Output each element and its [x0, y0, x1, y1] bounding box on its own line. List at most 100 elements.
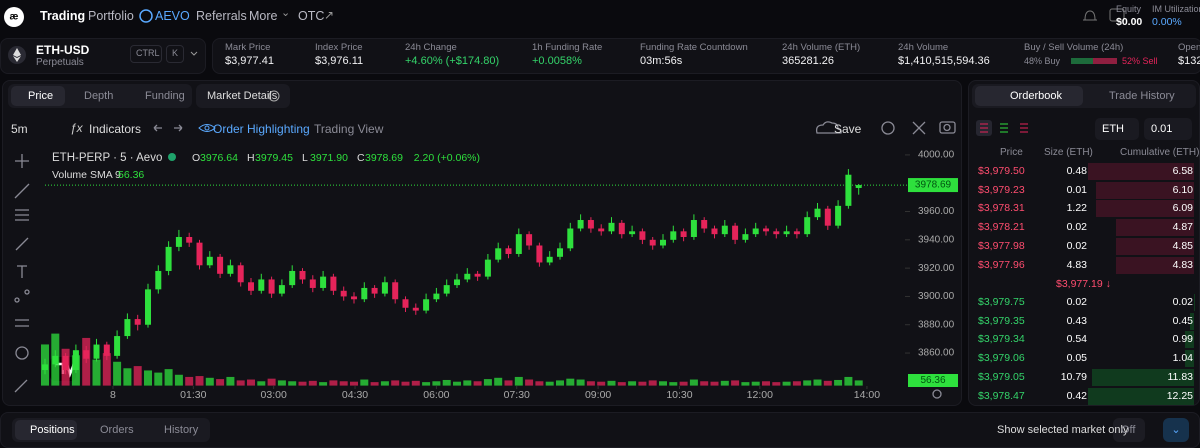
order-highlighting[interactable]: Order Highlighting — [213, 122, 310, 136]
external-icon: ↗ — [324, 8, 334, 22]
ob-price[interactable]: $3,978.31 — [978, 202, 1025, 214]
ob-tab[interactable]: Trade History — [1109, 90, 1175, 102]
ob-price[interactable]: $3,979.50 — [978, 165, 1025, 177]
stat-label: 24h Volume (ETH) — [782, 42, 860, 53]
stat-label: 1h Funding Rate — [532, 42, 602, 53]
stat-label: Open — [1178, 42, 1200, 53]
stat-value: $3,977.41 — [225, 55, 274, 67]
kbd: CTRL — [136, 48, 160, 58]
collapse-button[interactable]: ⌄ — [1163, 418, 1189, 442]
ob-cumulative: 4.87 — [1133, 221, 1193, 233]
asset[interactable]: ETH — [1102, 123, 1124, 135]
symbol[interactable]: ETH-USD — [36, 43, 89, 57]
stat-label: Mark Price — [225, 42, 270, 53]
market-kind: Perpetuals — [36, 57, 84, 68]
ob-cumulative: 0.99 — [1133, 333, 1193, 345]
chart-panel — [2, 80, 962, 406]
ob-price[interactable]: $3,979.34 — [978, 333, 1025, 345]
trading-view[interactable]: Trading View — [314, 122, 383, 136]
ob-price[interactable]: $3,977.98 — [978, 240, 1025, 252]
bottom-tab[interactable]: Orders — [100, 424, 134, 436]
equity-label: Equity — [1116, 4, 1141, 14]
ob-price[interactable]: $3,979.23 — [978, 184, 1025, 196]
ob-cumulative: 1.04 — [1133, 352, 1193, 364]
ob-price[interactable]: $3,979.75 — [978, 296, 1025, 308]
chart-tab[interactable]: Depth — [84, 90, 113, 102]
ob-cumulative: 4.85 — [1133, 240, 1193, 252]
toggle-state[interactable]: Off — [1121, 424, 1135, 436]
ob-cumulative: 6.09 — [1133, 202, 1193, 214]
ob-header: Size (ETH) — [1044, 147, 1093, 158]
ob-price[interactable]: $3,977.96 — [978, 259, 1025, 271]
logo-glyph: æ — [10, 12, 19, 23]
indicators[interactable]: Indicators — [89, 122, 141, 136]
ob-cumulative: 11.83 — [1133, 371, 1193, 383]
ob-price[interactable]: $3,978.21 — [978, 221, 1025, 233]
interval[interactable]: 5m — [11, 122, 28, 136]
ob-cumulative: 0.02 — [1133, 296, 1193, 308]
kbd: K — [172, 48, 178, 58]
ob-size: 1.22 — [1027, 202, 1087, 214]
ob-price[interactable]: $3,979.35 — [978, 315, 1025, 327]
ob-size: 10.79 — [1027, 371, 1087, 383]
bottom-tab[interactable]: Positions — [30, 424, 75, 436]
ob-cumulative: 12.25 — [1133, 390, 1193, 402]
bell-icon — [1083, 11, 1097, 20]
equity-value: $0.00 — [1116, 16, 1142, 28]
ob-size: 0.02 — [1027, 296, 1087, 308]
ob-size: 4.83 — [1027, 259, 1087, 271]
stat-label: Funding Rate Countdown — [640, 42, 748, 53]
save[interactable]: Save — [834, 122, 861, 136]
stat-label: 24h Volume — [898, 42, 948, 53]
ob-price[interactable]: $3,979.05 — [978, 371, 1025, 383]
nav-item[interactable]: OTC — [298, 9, 324, 23]
aevo-icon — [140, 10, 152, 22]
stat-value: 03m:56s — [640, 55, 682, 67]
stat-value: $132 — [1178, 55, 1200, 67]
im-value: 0.00% — [1152, 16, 1182, 28]
ob-cumulative: 0.45 — [1133, 315, 1193, 327]
ob-header: Cumulative (ETH) — [1120, 147, 1199, 158]
toggle-label: Show selected market only — [997, 424, 1128, 436]
ob-cumulative: 4.83 — [1133, 259, 1193, 271]
stat-value: $1,410,515,594.36 — [898, 55, 990, 67]
nav-item[interactable]: More — [249, 9, 277, 23]
tick[interactable]: 0.01 — [1151, 123, 1172, 135]
nav-item[interactable]: Trading — [40, 9, 85, 23]
bottom-tab[interactable]: History — [164, 424, 198, 436]
nav-item[interactable]: Portfolio — [88, 9, 134, 23]
stat-label: Index Price — [315, 42, 363, 53]
chart-tab[interactable]: Price — [28, 90, 53, 102]
nav-item[interactable]: Referrals — [196, 9, 247, 23]
stat-value: 365281.26 — [782, 55, 834, 67]
ob-header: Price — [1000, 147, 1023, 158]
buy-bar — [1071, 58, 1093, 64]
ob-cumulative: 6.58 — [1133, 165, 1193, 177]
ob-size: 0.01 — [1027, 184, 1087, 196]
sell-label: 52% Sell — [1122, 56, 1158, 66]
stat-value: $3,976.11 — [315, 55, 363, 67]
sell-bar — [1093, 58, 1117, 64]
mid-price: $3,977.19 ↓ — [1056, 278, 1111, 290]
im-label: IM Utilization — [1152, 4, 1200, 14]
ob-size: 0.05 — [1027, 352, 1087, 364]
stat-value: +0.0058% — [532, 55, 582, 67]
fx-icon: ƒx — [70, 121, 83, 135]
nav-item[interactable]: AEVO — [155, 9, 190, 23]
ob-size: 0.54 — [1027, 333, 1087, 345]
ob-tab[interactable]: Orderbook — [1010, 90, 1062, 102]
ob-price[interactable]: $3,979.06 — [978, 352, 1025, 364]
stat-label: 24h Change — [405, 42, 457, 53]
chart-tab[interactable]: Funding — [145, 90, 185, 102]
ob-size: 0.02 — [1027, 221, 1087, 233]
ob-size: 0.48 — [1027, 165, 1087, 177]
buy-label: 48% Buy — [1024, 56, 1060, 66]
stat-value: +4.60% (+$174.80) — [405, 55, 499, 67]
market-details[interactable]: Market Details — [207, 90, 277, 102]
stat-label: Buy / Sell Volume (24h) — [1024, 42, 1123, 53]
ob-size: 0.43 — [1027, 315, 1087, 327]
logo — [4, 7, 24, 27]
ob-price[interactable]: $3,978.47 — [978, 390, 1025, 402]
ob-size: 0.42 — [1027, 390, 1087, 402]
